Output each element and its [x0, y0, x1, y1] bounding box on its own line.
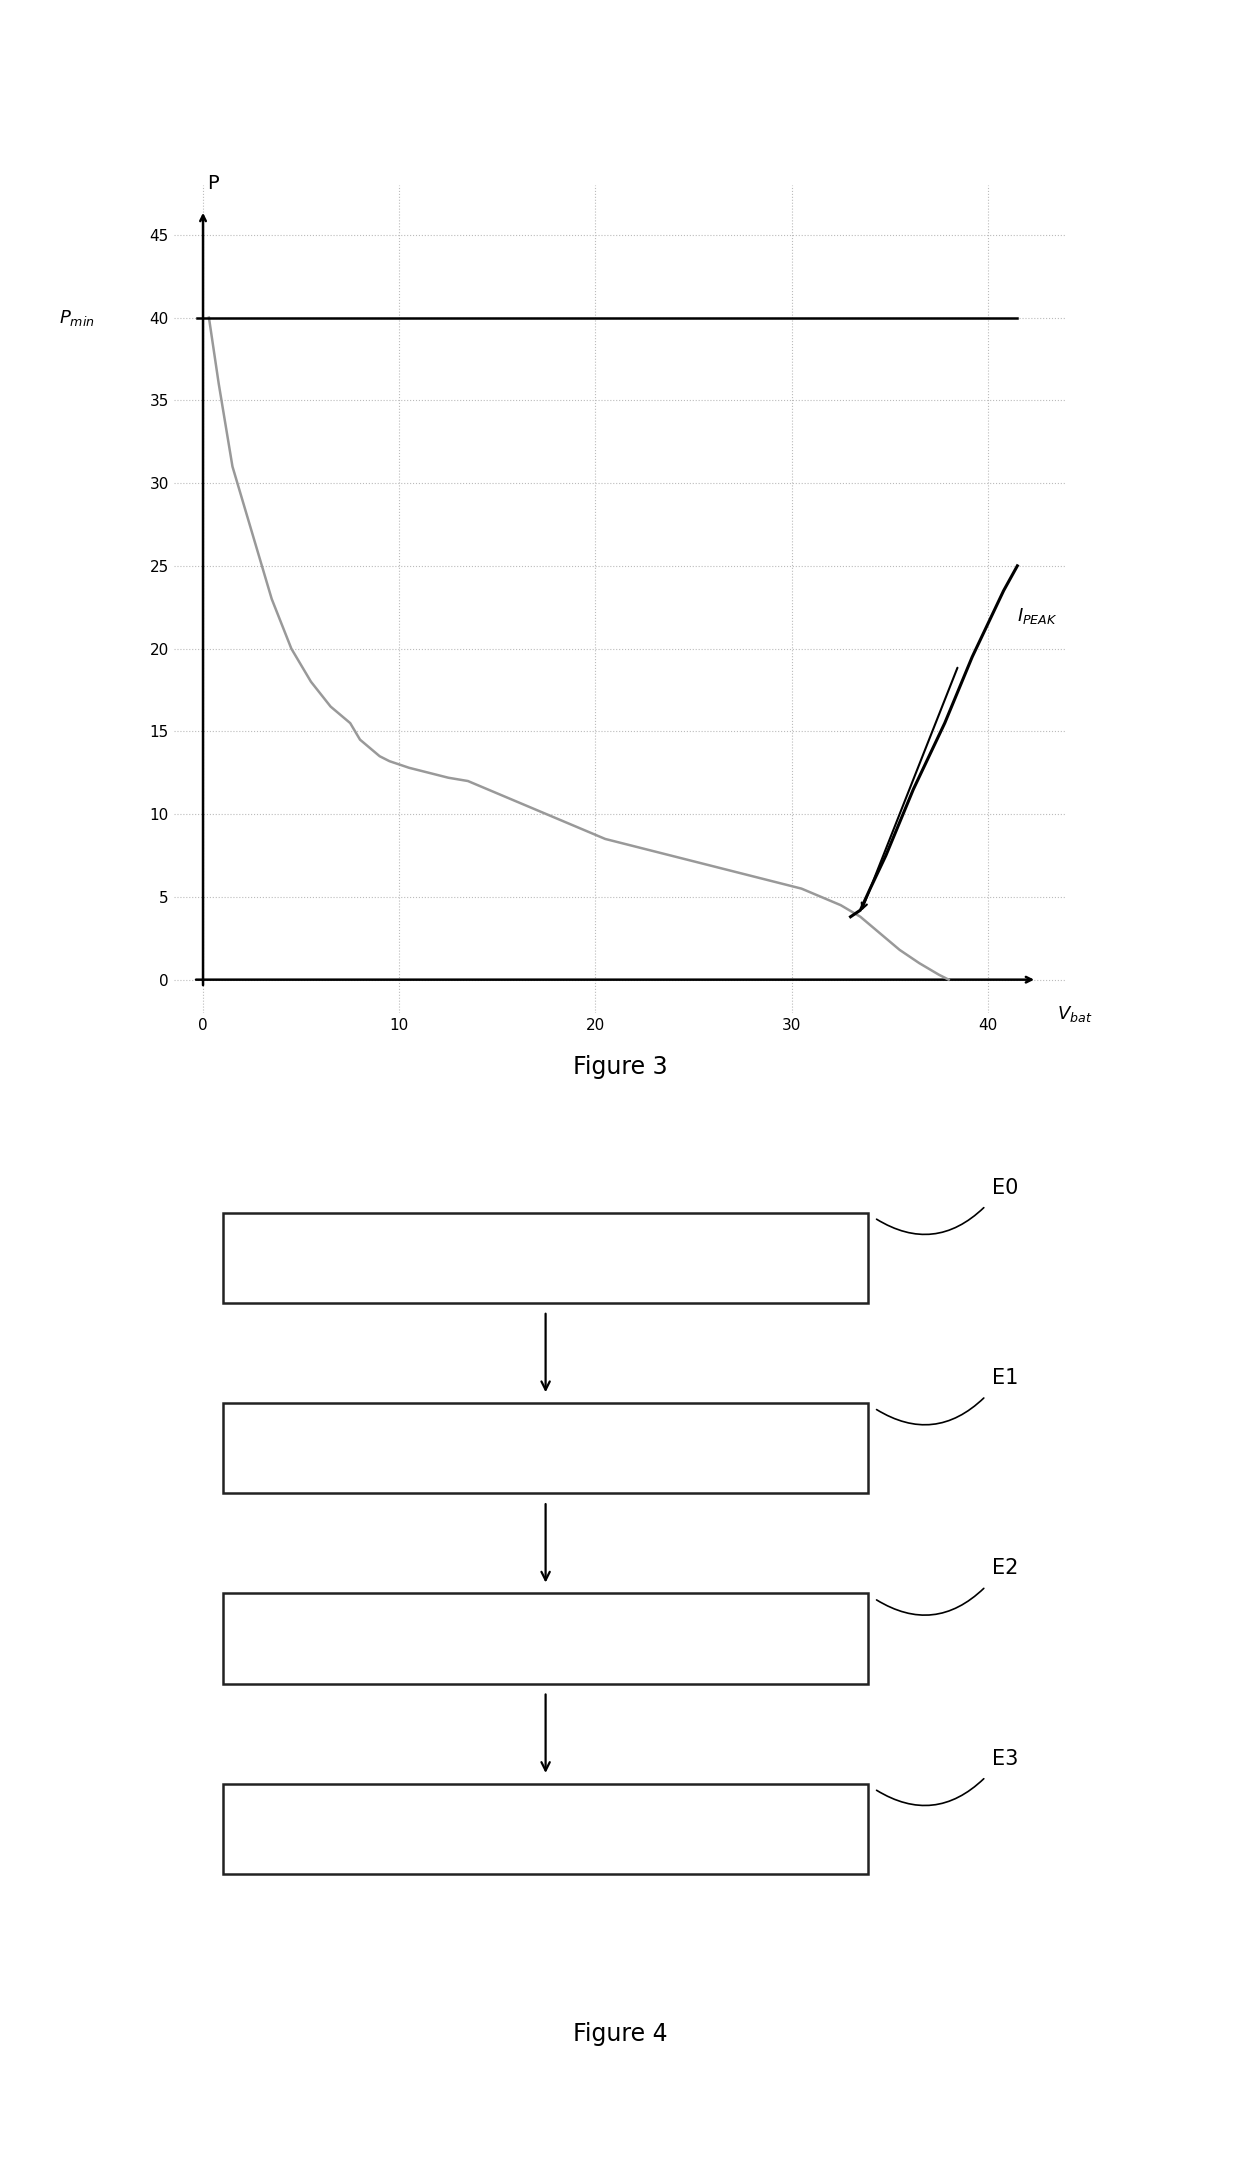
Bar	[223, 1213, 868, 1302]
Text: $V_{bat}$: $V_{bat}$	[1056, 1004, 1092, 1024]
Text: $I_{PEAK}$: $I_{PEAK}$	[1017, 605, 1058, 625]
Text: $P_{min}$: $P_{min}$	[60, 307, 95, 327]
Text: E3: E3	[992, 1749, 1018, 1769]
Text: E2: E2	[992, 1559, 1018, 1579]
Bar	[223, 1784, 868, 1873]
Text: E1: E1	[992, 1368, 1018, 1387]
Text: P: P	[207, 174, 218, 194]
Bar	[223, 1403, 868, 1494]
Text: Figure 4: Figure 4	[573, 2021, 667, 2047]
Text: Figure 3: Figure 3	[573, 1054, 667, 1080]
Text: E0: E0	[992, 1178, 1018, 1198]
Bar	[223, 1594, 868, 1684]
